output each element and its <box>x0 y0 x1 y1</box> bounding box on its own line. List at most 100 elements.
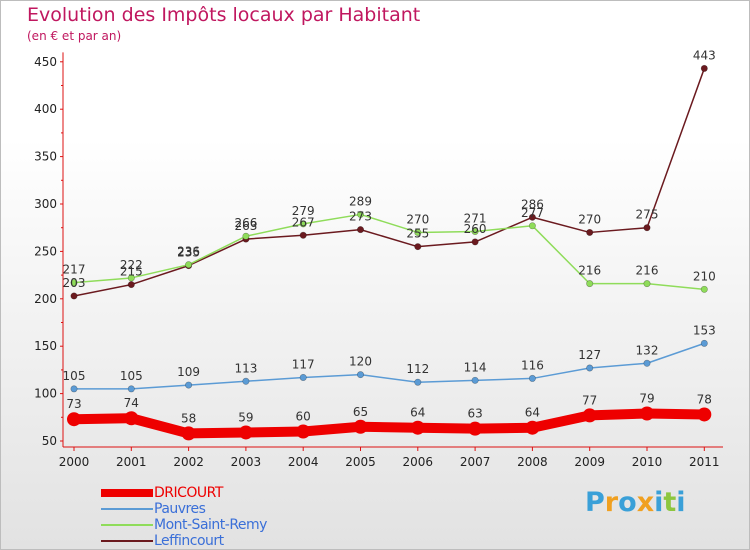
data-label: 267 <box>292 215 315 229</box>
x-tick-label: 2002 <box>173 455 204 469</box>
data-point <box>643 359 651 367</box>
data-point <box>528 213 536 221</box>
data-label: 78 <box>697 392 712 406</box>
data-label: 277 <box>521 206 544 220</box>
data-label: 64 <box>410 406 425 420</box>
data-label: 117 <box>292 357 315 371</box>
data-label: 120 <box>349 355 372 369</box>
data-point <box>185 261 193 269</box>
y-tick-label: 100 <box>34 387 57 401</box>
data-point <box>242 377 250 385</box>
data-label: 266 <box>234 216 257 230</box>
data-label: 217 <box>63 263 86 277</box>
legend-swatch <box>101 508 153 510</box>
x-tick-label: 2005 <box>345 455 376 469</box>
logo-letter: i <box>676 487 686 518</box>
data-label: 114 <box>464 360 487 374</box>
legend-label: DRICOURT <box>154 485 223 501</box>
x-tick-label: 2006 <box>403 455 434 469</box>
data-point <box>127 274 135 282</box>
x-tick-label: 2009 <box>574 455 605 469</box>
data-label: 289 <box>349 194 372 208</box>
data-point <box>471 376 479 384</box>
x-tick-label: 2004 <box>288 455 319 469</box>
series-lines <box>67 64 712 441</box>
data-label: 235 <box>177 246 200 260</box>
x-tick-label: 2003 <box>231 455 262 469</box>
legend-label: Pauvres <box>154 501 206 517</box>
data-point <box>356 210 364 218</box>
data-point <box>586 364 594 372</box>
data-label: 77 <box>582 393 597 407</box>
legend-swatch <box>101 540 153 542</box>
data-label: 215 <box>120 265 143 279</box>
data-point <box>414 378 422 386</box>
series-line <box>73 213 706 291</box>
data-label: 59 <box>238 410 253 424</box>
legend-label: Leffincourt <box>154 533 224 549</box>
data-label: 112 <box>406 362 429 376</box>
logo-letter: P <box>585 487 605 518</box>
data-point <box>471 238 479 246</box>
x-tick-label: 2000 <box>59 455 90 469</box>
data-point <box>640 406 654 421</box>
data-label: 64 <box>525 406 540 420</box>
data-label: 273 <box>349 210 372 224</box>
data-label: 203 <box>63 276 86 290</box>
data-point <box>528 374 536 382</box>
data-point <box>586 280 594 288</box>
y-tick-label: 450 <box>34 55 57 69</box>
logo-letter: i <box>654 487 664 518</box>
data-point <box>299 220 307 228</box>
data-label: 222 <box>120 258 143 272</box>
data-point <box>238 425 253 440</box>
data-label: 279 <box>292 204 315 218</box>
data-point <box>70 385 78 393</box>
series-line <box>73 67 706 297</box>
data-point <box>242 232 250 240</box>
y-tick-label: 350 <box>34 150 57 164</box>
chart-title: Evolution des Impôts locaux par Habitant <box>27 4 421 26</box>
logo-letter: t <box>663 487 677 518</box>
proxiti-logo: Proxiti <box>585 487 686 518</box>
y-tick-label: 250 <box>34 244 57 258</box>
data-label: 255 <box>406 227 429 241</box>
data-label: 443 <box>693 48 716 62</box>
data-point <box>296 424 311 439</box>
data-point <box>67 412 81 427</box>
data-point <box>299 373 307 381</box>
data-label: 127 <box>578 348 601 362</box>
data-point <box>700 64 708 72</box>
data-point <box>643 280 651 288</box>
data-label: 65 <box>353 405 368 419</box>
axes: 50 100 150 200 250 300 350 400 450 2000 2001 2002 20… <box>34 52 723 469</box>
data-label: 109 <box>177 365 200 379</box>
data-point <box>70 292 78 300</box>
legend-swatch <box>101 524 153 526</box>
data-point <box>127 281 135 289</box>
data-point <box>127 385 135 393</box>
data-label: 153 <box>693 323 716 337</box>
data-label: 105 <box>63 369 86 383</box>
data-point <box>697 407 712 422</box>
data-point <box>700 339 708 347</box>
data-label: 236 <box>177 245 200 259</box>
logo-letter: o <box>618 487 637 518</box>
data-point <box>414 243 422 251</box>
data-label: 216 <box>578 264 601 278</box>
data-point <box>471 227 479 235</box>
chart-subtitle: (en € et par an) <box>27 29 122 43</box>
y-tick-label: 200 <box>34 292 57 306</box>
data-point <box>468 421 483 436</box>
logo-letter: x <box>636 487 655 518</box>
x-tick-label: 2001 <box>116 455 147 469</box>
data-label: 216 <box>636 264 659 278</box>
legend-swatch <box>101 489 153 497</box>
logo-letter: r <box>604 487 619 518</box>
data-label: 79 <box>639 392 654 406</box>
x-tick-label: 2007 <box>460 455 491 469</box>
data-point <box>299 231 307 239</box>
data-point <box>528 222 536 230</box>
